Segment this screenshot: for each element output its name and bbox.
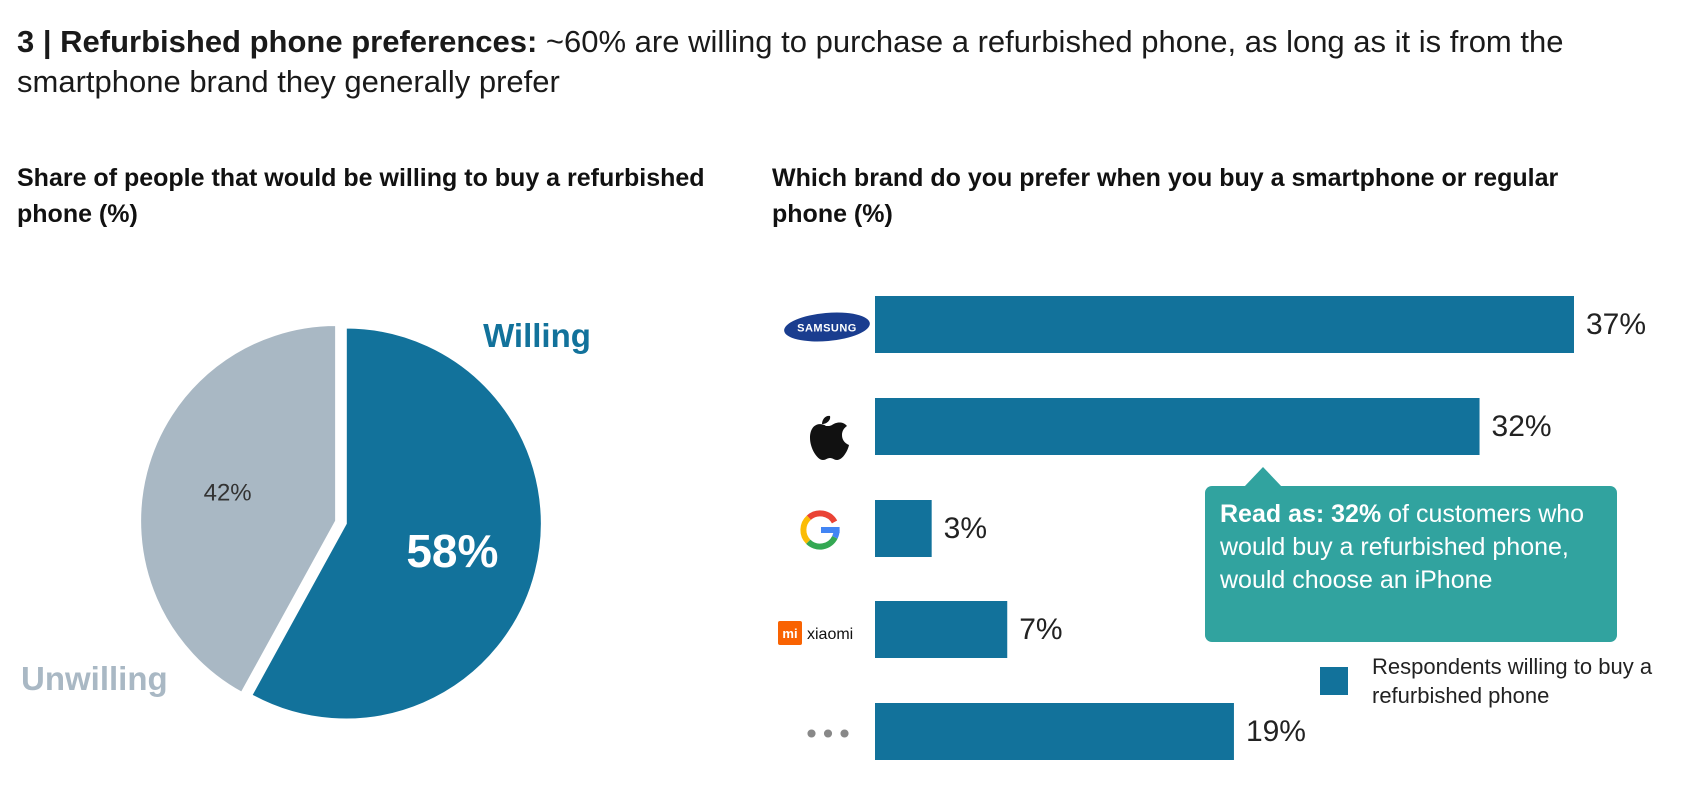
bar-value-label-google: 3% <box>944 512 987 545</box>
bar-value-label-samsung: 37% <box>1586 308 1646 341</box>
bar-value-label-xiaomi: 7% <box>1019 613 1062 646</box>
bar-apple <box>875 398 1480 455</box>
bar-value-label-other: 19% <box>1246 715 1306 748</box>
google-logo-icon <box>800 510 840 550</box>
pie-slice-unwilling <box>139 324 338 695</box>
headline-rest: ~60% are willing to purchase a refurbish… <box>17 24 1564 99</box>
bar-chart: 37% 32% 3% 7% 19% <box>875 296 1646 760</box>
callout-arrow <box>1244 467 1282 487</box>
headline-bold: 3 | Refurbished phone preferences: <box>17 24 538 59</box>
callout-bold: Read as: 32% <box>1220 500 1382 528</box>
bar-google <box>875 500 932 557</box>
other-brands-icon: ••• <box>803 718 853 751</box>
pie-label-willing: 58% <box>406 525 498 577</box>
bar-samsung <box>875 296 1574 353</box>
bar-xiaomi <box>875 601 1008 658</box>
pie-label-unwilling: 42% <box>204 480 252 507</box>
pie-chart-title: Share of people that would be willing to… <box>17 164 705 228</box>
bar-other <box>875 703 1234 760</box>
xiaomi-logo-mark: mi <box>782 626 797 641</box>
xiaomi-logo-icon: mi xiaomi <box>778 621 853 645</box>
pie-slice-willing <box>250 326 543 721</box>
bar-value-label-apple: 32% <box>1492 410 1552 443</box>
xiaomi-logo-text: xiaomi <box>807 626 853 643</box>
pie-chart: 58% 42% <box>139 324 543 721</box>
pie-legend-unwilling: Unwilling <box>21 660 168 697</box>
page-headline: 3 | Refurbished phone preferences: ~60% … <box>17 22 1637 102</box>
callout-text: of customers who would buy a refurbished… <box>1220 500 1585 594</box>
bar-chart-title: Which brand do you prefer when you buy a… <box>772 164 1559 228</box>
legend-swatch <box>1320 667 1348 695</box>
samsung-logo-text: SAMSUNG <box>797 323 857 335</box>
apple-logo-icon <box>810 415 849 460</box>
legend-label: Respondents willing to buy a refurbished… <box>1372 654 1653 708</box>
samsung-logo-icon: SAMSUNG <box>784 312 870 342</box>
pie-legend-willing: Willing <box>483 317 591 354</box>
read-as-callout: Read as: 32% of customers who would buy … <box>1205 486 1617 642</box>
